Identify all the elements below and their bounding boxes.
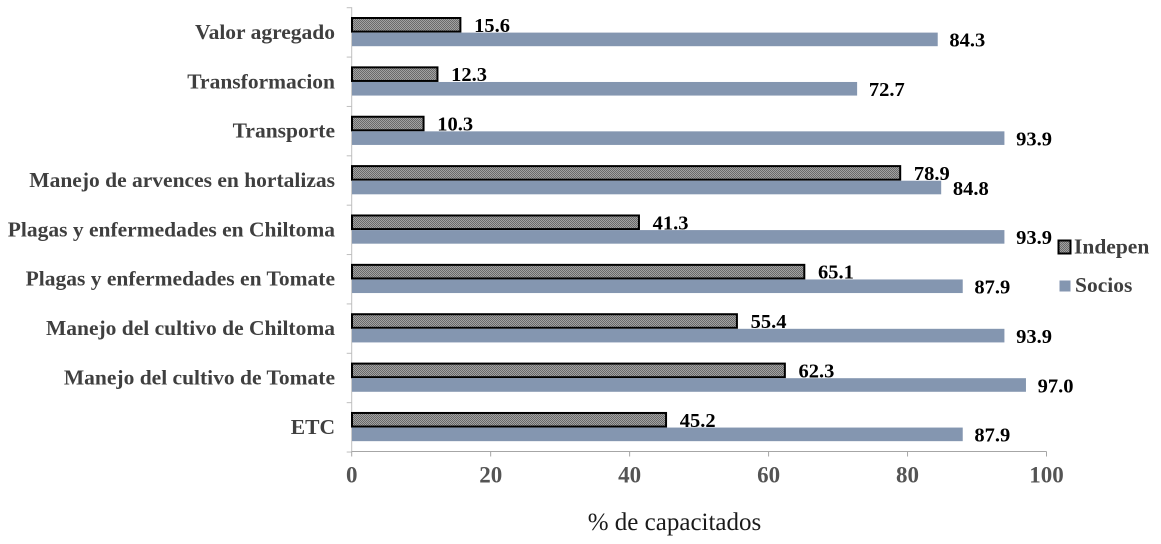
svg-text:45.2: 45.2 xyxy=(680,410,716,432)
svg-text:87.9: 87.9 xyxy=(974,277,1010,299)
svg-text:62.3: 62.3 xyxy=(799,360,835,382)
svg-text:Transformacion: Transformacion xyxy=(187,69,335,93)
svg-text:20: 20 xyxy=(479,463,502,488)
svg-text:60: 60 xyxy=(757,463,780,488)
svg-text:Manejo del cultivo de Chiltoma: Manejo del cultivo de Chiltoma xyxy=(46,316,335,340)
svg-text:65.1: 65.1 xyxy=(818,262,854,284)
svg-text:Manejo de arvences en hortaliz: Manejo de arvences en hortalizas xyxy=(29,168,335,192)
svg-text:40: 40 xyxy=(618,463,641,488)
svg-text:% de capacitados: % de capacitados xyxy=(588,509,762,536)
svg-text:84.3: 84.3 xyxy=(949,30,985,52)
svg-text:Transporte: Transporte xyxy=(233,119,335,143)
svg-text:84.8: 84.8 xyxy=(953,178,989,200)
svg-text:ETC: ETC xyxy=(291,415,335,439)
svg-text:Manejo del cultivo de Tomate: Manejo del cultivo de Tomate xyxy=(64,365,335,389)
svg-text:Valor agregado: Valor agregado xyxy=(195,20,335,44)
svg-text:93.9: 93.9 xyxy=(1016,128,1052,150)
svg-text:Socios: Socios xyxy=(1075,273,1132,297)
svg-text:Indepen: Indepen xyxy=(1074,235,1149,259)
svg-text:10.3: 10.3 xyxy=(437,114,473,136)
svg-text:100: 100 xyxy=(1029,463,1064,488)
svg-text:97.0: 97.0 xyxy=(1038,375,1074,397)
svg-text:72.7: 72.7 xyxy=(869,79,905,101)
svg-text:Plagas y enfermedades en Chilt: Plagas y enfermedades en Chiltoma xyxy=(8,217,335,241)
svg-text:41.3: 41.3 xyxy=(653,212,689,234)
svg-text:78.9: 78.9 xyxy=(914,163,950,185)
svg-text:12.3: 12.3 xyxy=(451,64,487,86)
svg-text:0: 0 xyxy=(346,463,358,488)
svg-text:93.9: 93.9 xyxy=(1016,227,1052,249)
svg-text:55.4: 55.4 xyxy=(751,311,787,333)
svg-text:15.6: 15.6 xyxy=(474,15,510,37)
svg-text:93.9: 93.9 xyxy=(1016,326,1052,348)
svg-text:87.9: 87.9 xyxy=(974,425,1010,447)
svg-text:Plagas y enfermedades en Tomat: Plagas y enfermedades en Tomate xyxy=(26,267,335,291)
svg-text:80: 80 xyxy=(896,463,919,488)
